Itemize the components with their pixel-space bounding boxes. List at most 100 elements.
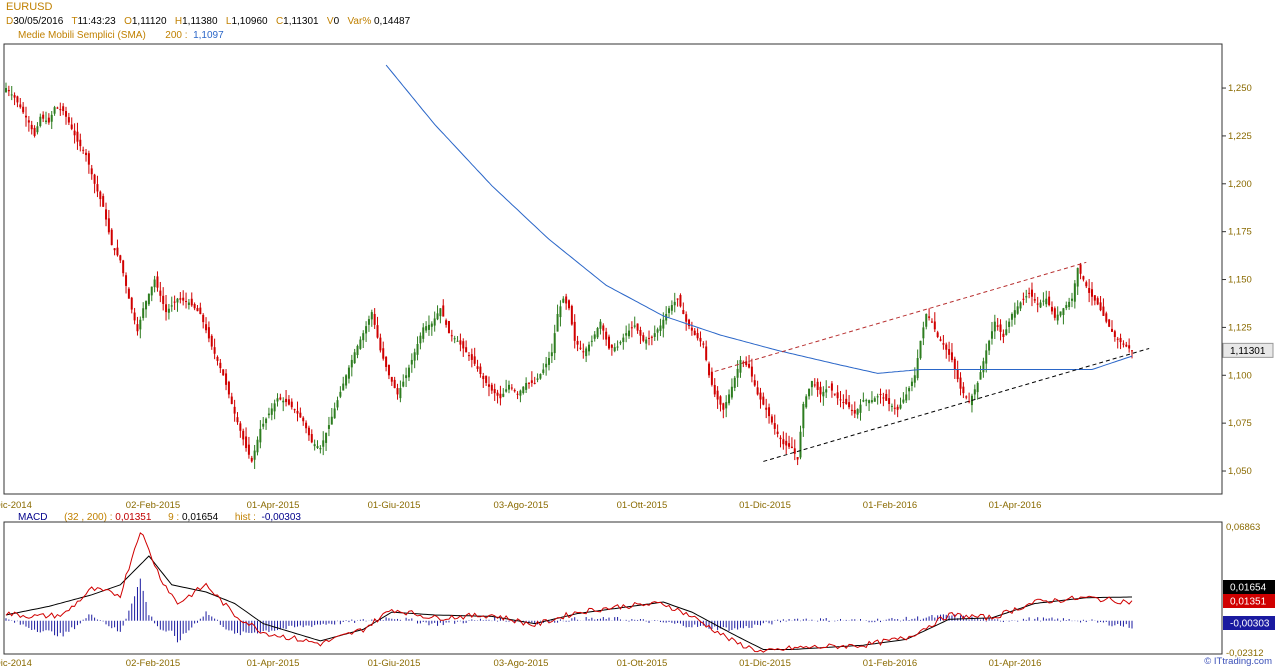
candle-body — [216, 356, 219, 361]
candle-body — [393, 379, 396, 389]
candle-body — [733, 377, 736, 388]
candle-body — [322, 440, 325, 447]
candle-body — [387, 365, 390, 376]
candle-body — [945, 344, 948, 350]
x-tick-label-macd: 01-Dic-2015 — [739, 658, 791, 668]
candle-body — [116, 247, 119, 256]
candle-body — [1090, 289, 1093, 297]
candle-body — [373, 313, 376, 325]
candle-body — [193, 304, 196, 309]
candle-body — [639, 329, 642, 336]
candle-body — [576, 341, 579, 345]
candle-body — [1068, 301, 1071, 308]
candle-body — [133, 312, 136, 321]
x-tick-label-macd: 01-Feb-2016 — [863, 658, 917, 668]
candle-body — [505, 389, 508, 392]
candle-body — [530, 380, 533, 383]
candle-body — [427, 324, 430, 330]
candle-body — [359, 339, 362, 349]
candle-body — [888, 398, 891, 404]
candle-body — [990, 331, 993, 339]
candle-body — [908, 388, 911, 392]
candle-body — [67, 117, 70, 123]
candle-body — [305, 422, 308, 429]
candle-body — [705, 346, 708, 360]
candle-body — [225, 373, 228, 385]
candle-body — [465, 347, 468, 353]
candle-body — [728, 394, 731, 404]
candle-body — [845, 398, 848, 404]
candle-body — [299, 412, 302, 418]
candle-body — [202, 314, 205, 323]
candle-body — [1022, 298, 1025, 300]
candle-body — [313, 444, 316, 447]
candle-body — [622, 337, 625, 343]
candle-body — [507, 384, 510, 390]
candle-body — [1059, 311, 1062, 316]
x-tick-label-macd: 01-Apr-2015 — [247, 658, 300, 668]
o-label: O — [124, 16, 132, 27]
candle-body — [159, 290, 162, 296]
candle-body — [242, 430, 245, 440]
candle-body — [668, 308, 671, 314]
h-label: H — [174, 16, 183, 27]
candle-body — [476, 366, 479, 369]
candle-body — [1025, 296, 1028, 298]
candle-body — [165, 304, 168, 313]
candle-body — [279, 397, 282, 400]
candle-body — [1099, 302, 1102, 311]
y-tick-label: 1,100 — [1228, 370, 1252, 381]
candle-body — [876, 396, 879, 398]
candle-body — [119, 255, 122, 261]
candle-body — [1128, 345, 1131, 349]
signal-line — [5, 555, 1132, 650]
candle-body — [748, 363, 751, 368]
candle-body — [413, 352, 416, 361]
candle-body — [516, 393, 519, 395]
candle-body — [828, 386, 831, 388]
candle-body — [496, 392, 499, 396]
candle-body — [770, 416, 773, 423]
candle-body — [59, 109, 62, 111]
candle-body — [1085, 282, 1088, 287]
candle-body — [625, 333, 628, 336]
candle-body — [973, 389, 976, 395]
candle-body — [30, 124, 33, 130]
candle-body — [533, 382, 536, 384]
candle-body — [99, 191, 102, 200]
candle-body — [808, 388, 811, 397]
candle-body — [227, 381, 230, 395]
candle-body — [559, 306, 562, 318]
candle-body — [276, 398, 279, 402]
candle-body — [87, 153, 90, 165]
macd-value: 0,01351 — [115, 512, 152, 523]
candle-body — [930, 321, 933, 323]
candle-body — [670, 305, 673, 311]
date-value: 30/05/2016 — [13, 16, 64, 27]
candle-body — [267, 413, 270, 416]
candle-body — [1056, 314, 1059, 321]
candle-body — [648, 337, 651, 339]
candle-body — [556, 314, 559, 332]
candle-body — [347, 367, 350, 379]
candle-body — [979, 372, 982, 380]
candle-body — [848, 402, 851, 408]
candle-body — [568, 300, 570, 309]
x-tick-label: 01-Giu-2015 — [368, 500, 421, 511]
candle-body — [1028, 292, 1031, 294]
y-tick-label: 1,175 — [1228, 227, 1252, 238]
candle-body — [630, 327, 633, 329]
candle-body — [785, 440, 788, 446]
candle-body — [265, 418, 268, 424]
candle-body — [579, 347, 582, 349]
low-value: 1,10960 — [231, 16, 268, 27]
candle-body — [1045, 298, 1048, 305]
candle-body — [862, 400, 865, 402]
signal-value-box-label: 0,01654 — [1230, 583, 1267, 594]
x-tick-label-macd: 01-Ott-2015 — [617, 658, 668, 668]
candle-body — [450, 335, 453, 337]
candle-body — [582, 351, 585, 353]
candle-body — [482, 375, 485, 380]
candle-body — [425, 326, 428, 331]
